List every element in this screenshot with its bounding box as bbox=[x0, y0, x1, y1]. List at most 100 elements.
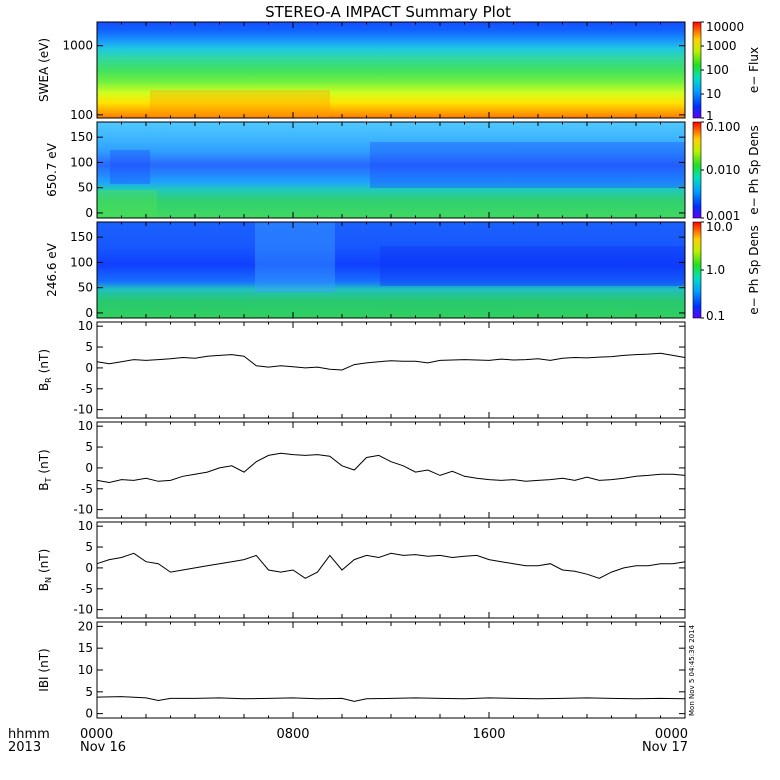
swea-spectrogram-enhancement bbox=[150, 90, 330, 118]
br-y-tick-label: 0 bbox=[85, 361, 93, 375]
bmag-y-tick-label: 0 bbox=[85, 707, 93, 721]
pad650-colorbar-label: e− Ph Sp Dens bbox=[747, 125, 761, 214]
bt-y-tick-label: -10 bbox=[73, 503, 93, 517]
pad246-y-axis: 0 50 100 150 bbox=[70, 222, 686, 320]
time-axis-row1-label: hhmm bbox=[8, 727, 50, 742]
swea-panel: 100 1000 SWEA (eV) 1 10 100 1000 10000 e− Flu… bbox=[37, 20, 761, 123]
br-y-tick-label: 10 bbox=[78, 319, 93, 333]
swea-colorbar-tick-label: 100 bbox=[706, 63, 729, 77]
swea-y-tick-label: 1000 bbox=[62, 39, 93, 53]
pad650-y-axis: 0 50 100 150 bbox=[70, 122, 686, 220]
bt-ylabel-main: B bbox=[37, 482, 51, 490]
swea-y-axis: 100 1000 bbox=[62, 22, 686, 122]
time-tick-label: 0800 bbox=[276, 727, 309, 742]
time-axis-row2-label: 2013 bbox=[8, 740, 41, 755]
bn-ylabel: BN (nT) bbox=[37, 549, 53, 592]
pad650-y-tick-label: 100 bbox=[70, 155, 93, 169]
pad650-y-tick-label: 150 bbox=[70, 130, 93, 144]
bt-ylabel: BT (nT) bbox=[37, 449, 53, 490]
pad650-ylabel: 650.7 eV bbox=[45, 142, 59, 197]
bn-y-tick-label: 5 bbox=[85, 540, 93, 554]
br-frame bbox=[96, 321, 686, 419]
bmag-y-tick-label: 15 bbox=[78, 641, 93, 655]
pad246-colorbar-tick-label: 1.0 bbox=[706, 263, 725, 277]
pad246-spectrogram bbox=[97, 222, 685, 318]
pad650-dark-band-left bbox=[110, 150, 150, 184]
pad650-colorbar bbox=[692, 121, 702, 219]
bn-y-tick-label: -5 bbox=[81, 582, 93, 596]
br-y-tick-label: 5 bbox=[85, 340, 93, 354]
pad650-colorbar-tick-label: 0.001 bbox=[706, 209, 740, 223]
bn-panel: 10 5 0 -5 -10 BN (nT) bbox=[37, 519, 686, 619]
pad246-y-tick-label: 0 bbox=[85, 306, 93, 320]
timestamp-label: Mon Nov 5 04:45:36 2014 bbox=[688, 624, 696, 716]
pad246-ylabel: 246.6 eV bbox=[45, 242, 59, 297]
bn-ylabel-sub: N bbox=[44, 577, 53, 583]
bt-panel: 10 5 0 -5 -10 BT (nT) bbox=[37, 419, 686, 519]
bn-ylabel-main: B bbox=[37, 583, 51, 591]
pad246-colorbar-label: e− Ph Sp Dens bbox=[747, 225, 761, 314]
bmag-y-axis: 20 15 10 5 0 bbox=[78, 619, 686, 721]
pad650-panel: 0 50 100 150 650.7 eV 0.001 0.010 0.100 e− Ph… bbox=[45, 120, 761, 223]
date-tick-label: Nov 17 bbox=[642, 740, 688, 755]
bn-y-tick-label: 0 bbox=[85, 561, 93, 575]
pad246-light-columns bbox=[255, 222, 335, 292]
bt-y-axis: 10 5 0 -5 -10 bbox=[73, 419, 686, 518]
bmag-y-tick-label: 10 bbox=[78, 663, 93, 677]
swea-spectrogram bbox=[97, 22, 685, 118]
pad246-colorbar bbox=[692, 221, 702, 319]
br-y-tick-label: -5 bbox=[81, 382, 93, 396]
bmag-panel: 20 15 10 5 0 IBI (nT) Mon Nov 5 04:45:36 201… bbox=[37, 619, 696, 720]
pad650-spectrogram bbox=[97, 122, 685, 218]
pad246-dark-band bbox=[380, 246, 685, 286]
swea-y-tick-label: 100 bbox=[70, 108, 93, 122]
pad650-colorbar-ticks: 0.001 0.010 0.100 bbox=[701, 120, 740, 223]
bn-y-tick-label: -10 bbox=[73, 603, 93, 617]
swea-colorbar bbox=[692, 21, 702, 119]
bmag-frame bbox=[96, 621, 686, 719]
pad650-green-bottom bbox=[97, 190, 157, 218]
bmag-ylabel: IBI (nT) bbox=[37, 648, 51, 691]
bt-series-line bbox=[96, 452, 686, 484]
pad246-y-tick-label: 100 bbox=[70, 255, 93, 269]
bt-frame bbox=[96, 421, 686, 519]
date-tick-label: Nov 16 bbox=[80, 740, 126, 755]
br-ylabel-sub: R bbox=[44, 377, 53, 383]
swea-colorbar-tick-label: 1 bbox=[706, 109, 714, 123]
pad650-colorbar-tick-label: 0.100 bbox=[706, 120, 740, 134]
bn-y-axis: 10 5 0 -5 -10 bbox=[73, 519, 686, 618]
bt-y-tick-label: 0 bbox=[85, 461, 93, 475]
bn-series-line bbox=[96, 552, 686, 579]
plot-title: STEREO-A IMPACT Summary Plot bbox=[265, 3, 511, 21]
pad650-y-tick-label: 50 bbox=[78, 181, 93, 195]
bt-y-tick-label: -5 bbox=[81, 482, 93, 496]
pad246-y-tick-label: 50 bbox=[78, 281, 93, 295]
pad246-colorbar-ticks: 0.1 1.0 10.0 bbox=[701, 220, 733, 323]
bt-y-tick-label: 10 bbox=[78, 419, 93, 433]
bt-ylabel-unit: (nT) bbox=[37, 449, 51, 473]
swea-colorbar-tick-label: 1000 bbox=[706, 39, 737, 53]
bt-y-tick-label: 5 bbox=[85, 440, 93, 454]
swea-colorbar-label: e− Flux bbox=[747, 47, 761, 93]
bn-ylabel-unit: (nT) bbox=[37, 549, 51, 573]
time-tick-label: 0000 bbox=[80, 727, 113, 742]
br-y-axis: 10 5 0 -5 -10 bbox=[73, 319, 686, 418]
swea-colorbar-tick-label: 10000 bbox=[706, 20, 744, 34]
time-tick-label: 0000 bbox=[655, 727, 688, 742]
time-tick-label: 1600 bbox=[472, 727, 505, 742]
pad246-y-tick-label: 150 bbox=[70, 230, 93, 244]
bt-ylabel-sub: T bbox=[44, 477, 53, 483]
bmag-series-line bbox=[96, 696, 686, 702]
pad246-colorbar-tick-label: 0.1 bbox=[706, 309, 725, 323]
bmag-y-tick-label: 20 bbox=[78, 619, 93, 633]
pad246-panel: 0 50 100 150 246.6 eV 0.1 1.0 10.0 e− Ph Sp D… bbox=[45, 220, 761, 323]
swea-colorbar-ticks: 1 10 100 1000 10000 bbox=[701, 20, 744, 123]
br-ylabel: BR (nT) bbox=[37, 349, 53, 391]
swea-ylabel: SWEA (eV) bbox=[37, 38, 51, 102]
pad650-colorbar-tick-label: 0.010 bbox=[706, 163, 740, 177]
br-y-tick-label: -10 bbox=[73, 403, 93, 417]
pad246-colorbar-tick-label: 10.0 bbox=[706, 220, 733, 234]
swea-colorbar-tick-label: 10 bbox=[706, 87, 721, 101]
